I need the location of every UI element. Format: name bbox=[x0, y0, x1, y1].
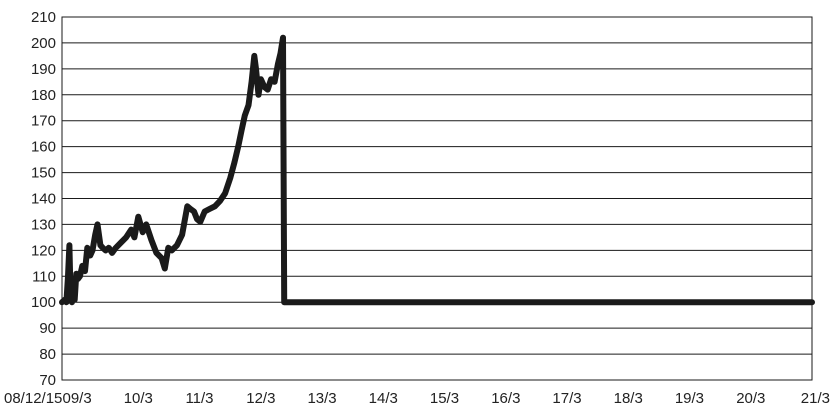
y-tick-label: 180 bbox=[31, 87, 56, 104]
y-tick-label: 70 bbox=[39, 372, 56, 389]
y-tick-label: 170 bbox=[31, 113, 56, 130]
y-tick-label: 110 bbox=[32, 268, 56, 285]
y-tick-label: 200 bbox=[31, 35, 56, 52]
x-tick-label: 11/3 bbox=[185, 390, 213, 407]
x-tick-label: 09/3 bbox=[62, 390, 91, 407]
x-tick-label: 14/3 bbox=[369, 390, 398, 407]
x-tick-label: 08/12/15 bbox=[4, 390, 62, 407]
y-tick-label: 130 bbox=[31, 216, 56, 233]
y-axis-tick-labels: 70 80 90 100 110 120 130 140 150 160 170 180 190 200 2… bbox=[31, 9, 56, 389]
x-tick-label: 20/3 bbox=[736, 390, 765, 407]
y-tick-label: 210 bbox=[31, 9, 56, 26]
x-tick-label: 18/3 bbox=[614, 390, 643, 407]
y-tick-label: 150 bbox=[31, 165, 56, 182]
x-tick-label: 15/3 bbox=[430, 390, 459, 407]
x-tick-label: 21/3 bbox=[801, 390, 830, 407]
y-tick-label: 140 bbox=[31, 191, 56, 208]
x-tick-label: 13/3 bbox=[307, 390, 336, 407]
x-tick-label: 19/3 bbox=[675, 390, 704, 407]
series-line bbox=[59, 34, 815, 306]
x-tick-label: 12/3 bbox=[246, 390, 275, 407]
y-tick-label: 190 bbox=[31, 61, 56, 78]
y-tick-label: 90 bbox=[39, 320, 56, 337]
x-axis-tick-labels: 08/12/15 09/3 10/3 11/3 12/3 13/3 14/3 15/3 16/3… bbox=[4, 390, 830, 407]
x-tick-label: 10/3 bbox=[124, 390, 153, 407]
y-tick-label: 120 bbox=[31, 242, 56, 259]
series-layer bbox=[59, 34, 815, 306]
x-tick-label: 17/3 bbox=[552, 390, 581, 407]
x-tick-label: 16/3 bbox=[491, 390, 520, 407]
y-tick-label: 80 bbox=[39, 346, 56, 363]
grid-layer bbox=[61, 16, 813, 381]
y-tick-label: 160 bbox=[31, 139, 56, 156]
y-tick-label: 100 bbox=[31, 294, 56, 311]
